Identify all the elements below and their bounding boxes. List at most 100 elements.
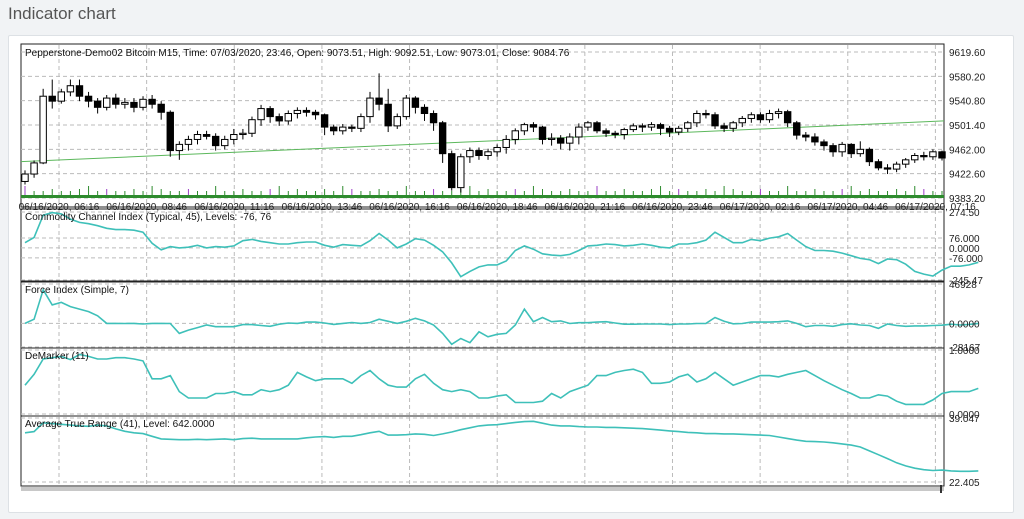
- candle-bearish: [702, 113, 710, 116]
- indicator-line: [24, 211, 979, 278]
- y-tick-label: 274.50: [949, 208, 980, 219]
- candle-bearish: [429, 113, 438, 124]
- candle-bearish: [711, 114, 719, 127]
- candle-bearish: [756, 114, 765, 121]
- indicator-title: Commodity Channel Index (Typical, 45), L…: [25, 212, 272, 223]
- y-tick-label: 76.000: [949, 234, 980, 245]
- panel-frame: [20, 415, 945, 487]
- candle-bearish: [847, 143, 855, 155]
- x-tick-label: 06/16/2020, 18:46: [457, 202, 538, 213]
- y-tick-label: 1.0000: [949, 346, 980, 357]
- indicator-line: [24, 353, 979, 406]
- candle-bullish: [184, 138, 193, 145]
- candle-bearish: [48, 95, 56, 102]
- candle-bearish: [865, 148, 874, 163]
- x-tick-label: 06/16/2020, 11:16: [194, 202, 274, 213]
- candle-bearish: [420, 106, 429, 115]
- candle-bullish: [30, 162, 38, 175]
- candle-bearish: [375, 97, 383, 105]
- candle-bearish: [802, 134, 810, 138]
- candle-bearish: [874, 161, 883, 169]
- candle-bullish: [774, 111, 783, 115]
- candle-bullish: [457, 156, 465, 189]
- candle-bullish: [584, 122, 592, 128]
- candle-bullish: [39, 95, 47, 164]
- candle-bullish: [511, 130, 519, 140]
- candle-bullish: [747, 114, 756, 119]
- candle-bullish: [357, 116, 365, 129]
- candle-bearish: [93, 100, 102, 108]
- candle-bearish: [811, 136, 819, 143]
- candle-bearish: [112, 97, 120, 105]
- candle-bearish: [84, 95, 93, 102]
- y-tick-label: 0.0000: [949, 410, 980, 421]
- volume-bar-strip: [21, 195, 944, 198]
- candle-bullish: [765, 113, 774, 121]
- candle-bearish: [166, 111, 174, 152]
- candle-bearish: [602, 130, 610, 134]
- panel-frame: [20, 347, 945, 417]
- candle-bullish: [693, 113, 701, 124]
- candle-bullish: [193, 134, 202, 140]
- candle-bearish: [275, 116, 283, 122]
- y-tick-label: 9619.60: [949, 48, 986, 59]
- candle-bearish: [448, 153, 456, 189]
- candle-bearish: [938, 151, 946, 159]
- x-tick-label: 06/16/2020, 23:46: [632, 202, 713, 213]
- candle-bullish: [484, 151, 492, 157]
- x-tick-label: 06/16/2020, 13:46: [282, 202, 363, 213]
- candle-bearish: [348, 126, 356, 129]
- candle-bullish: [221, 138, 229, 147]
- scrollbar[interactable]: [21, 487, 944, 491]
- candle-bearish: [302, 109, 311, 113]
- x-tick-label: 06/17/2020, 07:16: [895, 202, 976, 213]
- y-tick-label: 0.0000: [949, 319, 980, 330]
- candle-bearish: [320, 114, 329, 128]
- y-tick-label: -28167: [949, 343, 981, 354]
- x-tick-label: 06/17/2020, 02:16: [720, 202, 801, 213]
- candle-bearish: [202, 134, 211, 137]
- candle-bullish: [257, 108, 265, 121]
- candle-bullish: [729, 122, 737, 129]
- page-title: Indicator chart: [8, 4, 116, 23]
- x-tick-label: 06/16/2020, 08:46: [106, 202, 187, 213]
- candle-bullish: [629, 125, 638, 131]
- candle-bearish: [438, 122, 447, 155]
- candle-bearish: [593, 122, 601, 132]
- candle-bullish: [892, 163, 901, 170]
- scrollbar-handle[interactable]: [940, 485, 942, 493]
- indicator-chart-canvas[interactable]: 9619.60 9580.20 9540.80 9501.40 9462.00 9422.…: [9, 36, 1013, 512]
- candle-bullish: [911, 155, 919, 161]
- candle-bearish: [556, 137, 565, 144]
- candle-bullish: [738, 117, 746, 124]
- indicator-title: Average True Range (41), Level: 642.0000: [25, 419, 215, 430]
- candle-bullish: [57, 91, 66, 102]
- candle-bearish: [211, 135, 220, 147]
- y-tick-label: 22.405: [949, 478, 980, 489]
- candle-bullish: [901, 159, 910, 165]
- candle-bearish: [75, 85, 84, 97]
- candle-bearish: [883, 167, 892, 170]
- trendline: [20, 120, 945, 163]
- indicator-title: DeMarker (11): [25, 351, 89, 362]
- candle-bullish: [493, 146, 501, 153]
- candle-bullish: [647, 124, 656, 128]
- candle-bullish: [402, 97, 411, 118]
- candle-bullish: [575, 126, 583, 138]
- y-tick-label: 9501.40: [949, 121, 986, 132]
- candle-bullish: [230, 134, 238, 140]
- candle-bearish: [329, 126, 338, 132]
- candle-bearish: [820, 141, 828, 147]
- candle-bearish: [720, 125, 728, 129]
- candle-bearish: [665, 127, 674, 133]
- candle-bullish: [366, 97, 374, 118]
- y-tick-label: 39.047: [949, 414, 980, 425]
- y-tick-label: 9580.20: [949, 72, 986, 83]
- candle-bullish: [566, 136, 574, 144]
- candle-bullish: [284, 113, 292, 122]
- x-tick-label: 06/16/2020, 21:16: [545, 202, 626, 213]
- y-tick-label: 9540.80: [949, 97, 986, 108]
- y-tick-label: 9462.00: [949, 145, 986, 156]
- candle-bearish: [829, 145, 837, 153]
- panel-frame: [20, 208, 945, 282]
